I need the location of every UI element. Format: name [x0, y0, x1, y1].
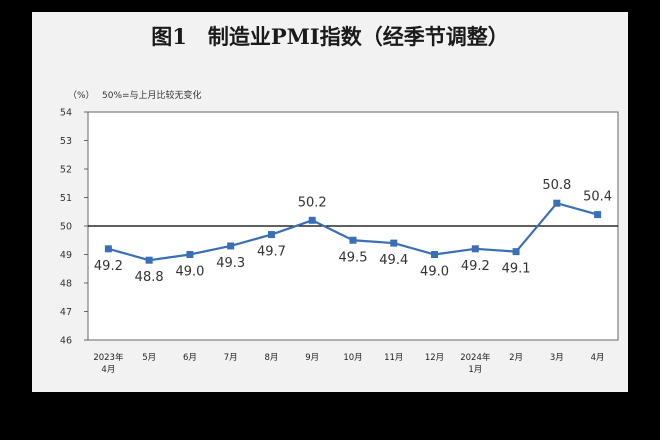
data-point: [431, 251, 439, 258]
data-label: 50.8: [542, 178, 571, 193]
data-labels: 49.2 48.8 49.0 49.3 49.7 50.2 49.5 49.4 49.0 49.2…: [94, 178, 612, 285]
x-tick-label: 4月: [591, 353, 605, 363]
x-tick-label: 1月: [468, 365, 482, 375]
chart-title: 图1 制造业PMI指数（经季节调整）: [151, 24, 508, 49]
data-label: 49.2: [461, 259, 490, 274]
data-label: 49.0: [420, 265, 449, 280]
data-label: 49.3: [216, 256, 245, 271]
reference-note: 50%=与上月比较无变化: [102, 89, 202, 101]
x-tick-label: 8月: [265, 353, 279, 363]
data-label: 50.2: [298, 195, 327, 210]
x-tick-label: 10月: [343, 353, 362, 363]
data-point: [594, 211, 602, 219]
x-tick-label: 5月: [142, 353, 156, 363]
data-point: [186, 251, 194, 258]
y-tick-label: 54: [60, 108, 72, 119]
data-point: [227, 242, 235, 250]
data-point: [390, 239, 398, 247]
x-tick-label: 7月: [224, 353, 238, 363]
data-point: [308, 216, 316, 224]
chart-panel: 图1 制造业PMI指数（经季节调整） （%） 50%=与上月比较无变化 46 47…: [32, 12, 628, 392]
pmi-line-chart: 图1 制造业PMI指数（经季节调整） （%） 50%=与上月比较无变化 46 47…: [60, 24, 619, 375]
x-tick-label: 9月: [305, 353, 319, 363]
data-point: [145, 256, 153, 264]
data-label: 49.4: [379, 253, 408, 268]
y-tick-label: 50: [60, 222, 72, 233]
y-tick-label: 47: [60, 307, 72, 318]
x-tick-label: 11月: [384, 353, 403, 363]
x-tick-label: 6月: [183, 353, 197, 363]
x-tick-label: 2023年: [93, 352, 124, 363]
data-point: [349, 236, 357, 244]
data-point: [471, 245, 479, 253]
y-axis: 46 47 48 49 50 51 52 53 54: [60, 108, 88, 347]
data-point: [512, 248, 520, 256]
y-tick-label: 46: [60, 336, 72, 347]
data-label: 49.2: [94, 259, 123, 274]
data-point: [553, 199, 561, 207]
data-label: 50.4: [583, 190, 612, 205]
data-label: 49.5: [339, 250, 368, 265]
y-unit-label: （%）: [68, 90, 95, 101]
y-tick-label: 51: [60, 193, 72, 204]
data-label: 49.0: [175, 265, 204, 280]
x-tick-label: 2月: [509, 353, 523, 363]
x-tick-label: 2024年: [460, 352, 491, 363]
data-label: 49.7: [257, 245, 286, 260]
data-point: [104, 245, 112, 253]
y-tick-label: 48: [60, 279, 72, 290]
x-tick-label: 12月: [425, 353, 444, 363]
x-tick-label: 3月: [550, 353, 564, 363]
y-tick-label: 49: [60, 250, 72, 261]
y-tick-label: 53: [60, 136, 72, 147]
x-axis: 2023年 4月 5月 6月 7月 8月 9月 10月 11月 12月 2024年 1月 2月 3月 4月: [93, 352, 604, 375]
data-label: 49.1: [502, 262, 531, 277]
data-point: [267, 231, 275, 239]
y-tick-label: 52: [60, 165, 72, 176]
data-label: 48.8: [135, 270, 164, 285]
series-markers: [104, 199, 602, 264]
x-tick-label: 4月: [101, 365, 115, 375]
